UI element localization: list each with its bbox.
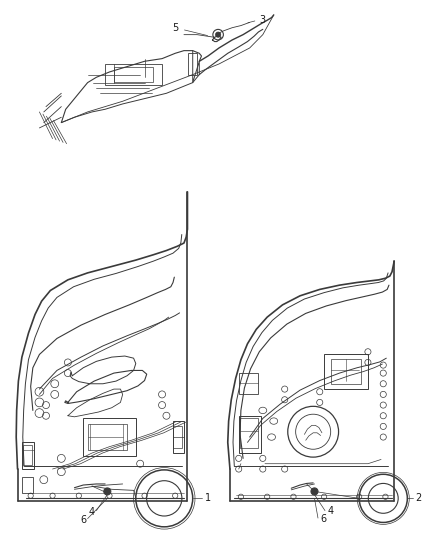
Bar	[105, 64, 162, 85]
Text: 5: 5	[172, 23, 178, 33]
Text: 2: 2	[415, 494, 421, 503]
Bar	[23, 445, 32, 465]
Bar	[83, 418, 136, 456]
Circle shape	[215, 32, 221, 37]
Bar	[240, 418, 258, 448]
Circle shape	[104, 488, 111, 495]
Bar	[173, 421, 184, 453]
Bar	[324, 354, 368, 389]
Text: 1: 1	[205, 494, 211, 503]
Bar	[22, 442, 34, 469]
Text: 6: 6	[80, 515, 86, 524]
Bar	[188, 53, 197, 75]
Bar	[173, 426, 182, 448]
Bar	[239, 416, 261, 453]
Bar	[88, 424, 127, 450]
Text: 6: 6	[320, 514, 326, 524]
Bar	[331, 359, 361, 384]
Bar	[114, 67, 153, 82]
Text: 3: 3	[260, 15, 266, 25]
Circle shape	[311, 488, 318, 495]
Bar	[239, 373, 258, 394]
Text: 4: 4	[328, 506, 334, 515]
Bar	[22, 477, 33, 493]
Text: 4: 4	[89, 507, 95, 516]
